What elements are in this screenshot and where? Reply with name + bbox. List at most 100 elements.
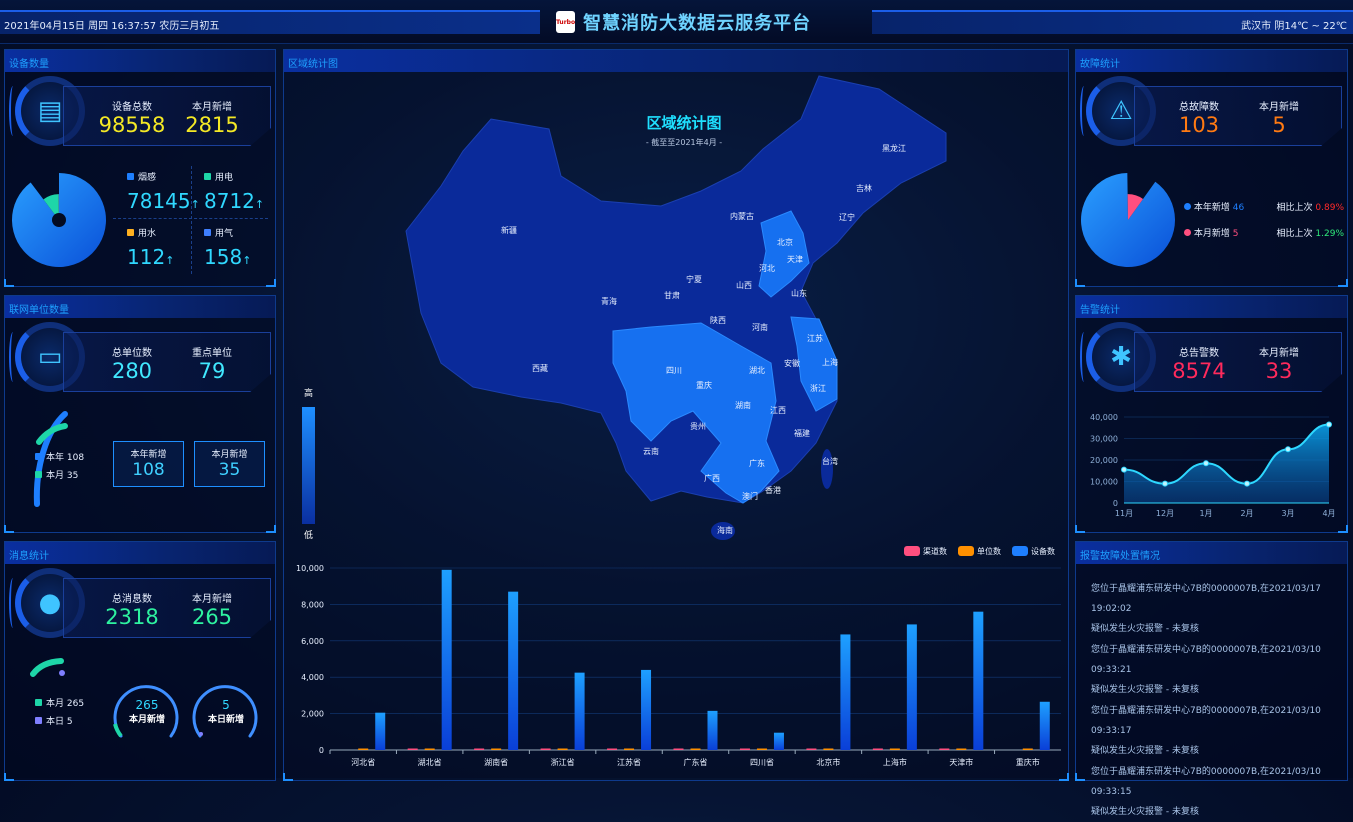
panel-title: 告警统计	[1076, 296, 1347, 318]
corner-decor	[266, 279, 276, 287]
alarm-item[interactable]: 您位于晶耀浦东研发中心7B的0000007B,在2021/03/10 09:33…	[1091, 640, 1347, 700]
x-tick-label: 4月	[1322, 509, 1335, 518]
arrow-up-icon: ↑	[165, 254, 174, 267]
corner-decor	[4, 525, 14, 533]
map-label-26: 福建	[794, 428, 810, 438]
data-point-4月	[1327, 422, 1332, 427]
legend-label-1: 单位数	[977, 546, 1001, 556]
y-tick-label: 40,000	[1090, 413, 1118, 422]
label: 本年新增	[114, 447, 183, 460]
color-swatch	[204, 173, 211, 180]
value: 79	[167, 359, 257, 383]
y-tick-label: 8,000	[301, 600, 324, 609]
compare-value: 0.89%	[1315, 203, 1344, 213]
alarm-line1: 您位于晶耀浦东研发中心7B的0000007B,在2021/03/10 09:33…	[1091, 762, 1347, 802]
title-text: 智慧消防大数据云服务平台	[583, 9, 811, 35]
alarm-item[interactable]: 您位于晶耀浦东研发中心7B的0000007B,在2021/03/10 09:33…	[1091, 701, 1347, 761]
y-tick-label: 20,000	[1090, 456, 1118, 465]
color-swatch	[127, 173, 134, 180]
map-label-30: 广东	[749, 458, 765, 468]
map-label-4: 新疆	[501, 225, 517, 235]
corner-decor	[283, 773, 293, 781]
map-label-17: 四川	[666, 366, 682, 375]
bar-单位数-浙江省	[558, 749, 568, 751]
value: 112↑	[127, 245, 202, 269]
map-label-3: 内蒙古	[730, 211, 754, 221]
bar-渠道数-浙江省	[541, 749, 551, 751]
value: 2318	[87, 605, 177, 629]
label: 总故障数	[1154, 98, 1244, 113]
map-label-2: 辽宁	[839, 212, 855, 222]
bar-单位数-四川省	[757, 749, 767, 751]
bar-渠道数-北京市	[806, 749, 816, 751]
gauge-month-fill	[115, 724, 121, 736]
value: 8712↑	[204, 189, 279, 213]
fault-row-left: 本月新增 5	[1184, 226, 1239, 239]
bar-单位数-上海市	[890, 749, 900, 751]
value: 2815	[167, 113, 257, 137]
x-tick-label: 湖南省	[484, 757, 508, 767]
pie-hole	[52, 213, 66, 227]
corner-decor	[1075, 525, 1085, 533]
legend-high: 高	[304, 386, 313, 399]
label: 总消息数	[87, 590, 177, 605]
value: 265	[167, 605, 257, 629]
corner-decor	[266, 525, 276, 533]
type-label: 烟感	[138, 170, 156, 183]
map-taiwan[interactable]	[821, 449, 833, 489]
alarm-item[interactable]: 您位于晶耀浦东研发中心7B的0000007B,在2021/03/10 09:33…	[1091, 762, 1347, 822]
row-label: 本月新增	[1194, 229, 1230, 239]
messages-arc-chart	[27, 654, 77, 679]
bar-单位数-重庆市	[1023, 749, 1033, 751]
bar-单位数-湖北省	[425, 749, 435, 751]
data-point-11月	[1122, 467, 1127, 472]
color-swatch	[35, 453, 42, 460]
map-label-23: 湖南	[735, 400, 751, 410]
type-value: 112	[127, 245, 165, 269]
legend-label-2: 设备数	[1031, 546, 1055, 556]
map-label-7: 河北	[759, 263, 775, 273]
map-label-21: 湖北	[749, 366, 765, 375]
bar-设备数-重庆市	[1040, 702, 1050, 750]
map-label-6: 天津	[787, 254, 803, 264]
alarm-list-panel: 报警故障处置情况 您位于晶耀浦东研发中心7B的0000007B,在2021/03…	[1075, 541, 1348, 781]
map-label-28: 台湾	[822, 456, 838, 466]
type-value: 158	[204, 245, 242, 269]
x-tick-label: 3月	[1281, 509, 1294, 518]
bar-渠道数-湖南省	[474, 749, 484, 751]
panel-title: 故障统计	[1076, 50, 1347, 72]
bar-设备数-湖北省	[442, 570, 452, 750]
value: 158↑	[204, 245, 279, 269]
gauge-label: 本日新增	[196, 712, 256, 725]
area-fill	[1124, 425, 1329, 503]
bar-渠道数-上海市	[873, 749, 883, 751]
fault-row-right: 相比上次 1.29%	[1277, 226, 1344, 239]
bar-单位数-江苏省	[624, 749, 634, 751]
compare-label: 相比上次	[1277, 203, 1313, 213]
legend-label: 本年 108	[46, 450, 84, 463]
map-visual-legend[interactable]	[302, 407, 315, 524]
fault-row-right: 相比上次 0.89%	[1277, 200, 1344, 213]
alarm-line2: 疑似发生火灾报警 - 未复核	[1091, 741, 1347, 761]
legend: 用水	[127, 226, 202, 239]
panel-title: 设备数量	[5, 50, 275, 72]
alarm-item[interactable]: 您位于晶耀浦东研发中心7B的0000007B,在2021/03/17 19:02…	[1091, 579, 1347, 639]
map-label-11: 青海	[601, 296, 617, 306]
bar-设备数-湖南省	[508, 592, 518, 750]
bar-渠道数-江苏省	[607, 749, 617, 751]
legend: 烟感	[127, 170, 202, 183]
arc-day	[59, 670, 65, 676]
pie-slice-0	[1081, 173, 1175, 267]
map-label-13: 陕西	[710, 315, 726, 325]
